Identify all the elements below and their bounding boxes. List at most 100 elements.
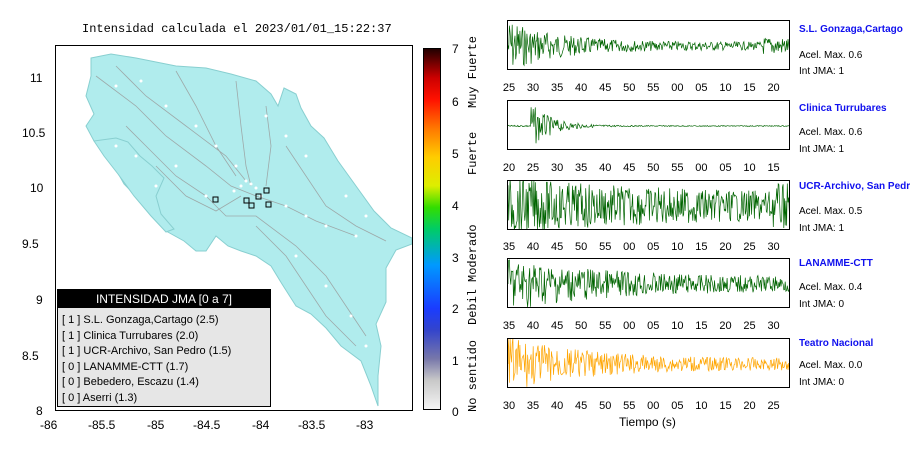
waveform-tick-label: 35 <box>550 82 564 94</box>
waveform-ticks-1: 20 25 30 35 40 45 50 55 00 05 10 15 <box>503 162 790 176</box>
y-tick-label: 8 <box>36 404 43 418</box>
waveform-tick-label: 45 <box>575 400 588 412</box>
waveform-tick-label: 50 <box>575 241 588 253</box>
colorbar-label-no-sentido: No sentido <box>466 339 480 412</box>
waveform-xaxis-label: Tiempo (s) <box>619 415 676 429</box>
waveform-panel-0[interactable] <box>507 20 790 70</box>
waveform-tick-label: 25 <box>526 162 540 174</box>
station-jma: Int JMA: 1 <box>799 223 845 234</box>
station-name: LANAMME-CTT <box>799 258 873 269</box>
waveform-ticks-0: 25 30 35 40 45 50 55 00 05 10 15 20 <box>503 82 790 96</box>
y-tick-label: 8.5 <box>22 349 39 363</box>
colorbar-tick: 4 <box>452 199 459 213</box>
waveform-tick-label: 00 <box>647 400 660 412</box>
y-tick-label: 11 <box>30 71 43 85</box>
waveform-tick-label: 30 <box>767 241 780 253</box>
waveform-tick-label: 00 <box>623 241 636 253</box>
station-acel: Acel. Max. 0.0 <box>799 360 863 371</box>
waveform-tick-label: 10 <box>695 400 708 412</box>
waveform-tick-label: 10 <box>671 241 684 253</box>
waveform-tick-label: 45 <box>550 241 564 253</box>
y-tick-label: 9 <box>36 293 43 307</box>
x-tick-label: -83 <box>356 418 374 432</box>
x-tick-label: -85.5 <box>88 418 116 432</box>
waveform-panel-1[interactable] <box>507 100 790 150</box>
station-jma: Int JMA: 0 <box>799 377 845 388</box>
waveform-tick-label: 05 <box>647 320 660 332</box>
waveform-tick-label: 05 <box>647 241 660 253</box>
intensity-legend: INTENSIDAD JMA [0 a 7] [ 1 ] S.L. Gonzag… <box>57 289 271 407</box>
nicoya-peninsula <box>93 137 175 233</box>
waveform-tick-label: 35 <box>575 162 588 174</box>
waveform-tick-label: 20 <box>743 400 756 412</box>
waveform-tick-label: 45 <box>550 320 564 332</box>
waveform-tick-label: 35 <box>502 320 516 332</box>
waveform-tick-label: 35 <box>526 400 540 412</box>
legend-item: [ 1 ] UCR-Archivo, San Pedro (1.5) <box>62 345 232 357</box>
waveform-panel-4[interactable] <box>507 338 790 388</box>
seismogram-line <box>508 259 789 307</box>
costa-rica-map-svg <box>85 53 412 407</box>
colorbar-tick: 0 <box>452 405 459 419</box>
waveform-tick-label: 20 <box>719 320 732 332</box>
station-name: Teatro Nacional <box>799 338 874 349</box>
waveform-trace <box>508 339 789 387</box>
waveform-ticks-3: 35 40 45 50 55 00 05 10 15 20 25 30 <box>503 320 790 334</box>
waveform-tick-label: 50 <box>599 400 612 412</box>
waveform-tick-label: 25 <box>502 82 516 94</box>
legend-item: [ 0 ] LANAMME-CTT (1.7) <box>62 360 189 373</box>
waveform-tick-label: 05 <box>695 82 708 94</box>
waveform-tick-label: 40 <box>575 82 588 94</box>
waveform-tick-label: 15 <box>767 162 780 174</box>
waveform-tick-label: 40 <box>550 400 564 412</box>
waveform-tick-label: 40 <box>526 241 540 253</box>
station-acel: Acel. Max. 0.6 <box>799 127 863 138</box>
waveform-tick-label: 00 <box>623 320 636 332</box>
waveform-ticks-4: 30 35 40 45 50 55 00 05 10 15 20 25 <box>503 400 790 414</box>
waveform-tick-label: 10 <box>743 162 756 174</box>
waveform-tick-label: 30 <box>767 320 780 332</box>
roads <box>95 65 387 347</box>
station-jma: Int JMA: 0 <box>799 299 845 310</box>
legend-title: INTENSIDAD JMA [0 a 7] <box>58 290 270 308</box>
waveform-tick-label: 55 <box>647 82 660 94</box>
waveform-tick-label: 50 <box>647 162 660 174</box>
waveform-tick-label: 55 <box>599 320 612 332</box>
x-tick-label: -85 <box>147 418 165 432</box>
colorbar-tick: 2 <box>452 302 459 316</box>
waveform-tick-label: 10 <box>719 82 732 94</box>
legend-item: [ 1 ] Clinica Turrubares (2.0) <box>62 329 199 342</box>
intensity-colorbar <box>423 48 441 410</box>
station-name: S.L. Gonzaga,Cartago <box>799 24 903 35</box>
waveform-tick-label: 00 <box>695 162 708 174</box>
x-tick-label: -84 <box>252 418 270 432</box>
waveform-ticks-2: 35 40 45 50 55 00 05 10 15 20 25 30 <box>503 241 790 255</box>
waveform-tick-label: 20 <box>719 241 732 253</box>
seismogram-line <box>508 24 789 67</box>
waveform-tick-label: 15 <box>695 241 708 253</box>
waveform-tick-label: 20 <box>502 162 516 174</box>
waveform-trace <box>508 107 789 144</box>
waveform-tick-label: 45 <box>599 82 612 94</box>
waveform-tick-label: 05 <box>671 400 684 412</box>
waveform-tick-label: 25 <box>743 241 756 253</box>
legend-item: [ 0 ] Bebedero, Escazu (1.4) <box>62 376 199 388</box>
station-acel: Acel. Max. 0.6 <box>799 50 863 61</box>
colorbar-label-moderado: Moderado <box>466 224 480 282</box>
waveform-tick-label: 55 <box>599 241 612 253</box>
x-tick-label: -86 <box>40 418 58 432</box>
waveform-tick-label: 15 <box>695 320 708 332</box>
seismogram-line <box>508 339 789 387</box>
waveform-panel-2[interactable] <box>507 180 790 230</box>
seismogram-line <box>508 107 789 144</box>
y-tick-label: 10.5 <box>22 126 46 140</box>
waveform-panel-3[interactable] <box>507 258 790 308</box>
waveform-tick-label: 55 <box>671 162 684 174</box>
waveform-tick-label: 40 <box>526 320 540 332</box>
waveform-tick-label: 30 <box>502 400 516 412</box>
station-name: Clinica Turrubares <box>799 103 887 114</box>
waveform-tick-label: 30 <box>550 162 564 174</box>
station-acel: Acel. Max. 0.4 <box>799 282 863 293</box>
colorbar-label-muy-fuerte: Muy Fuerte <box>466 35 480 108</box>
y-tick-label: 10 <box>30 181 44 195</box>
